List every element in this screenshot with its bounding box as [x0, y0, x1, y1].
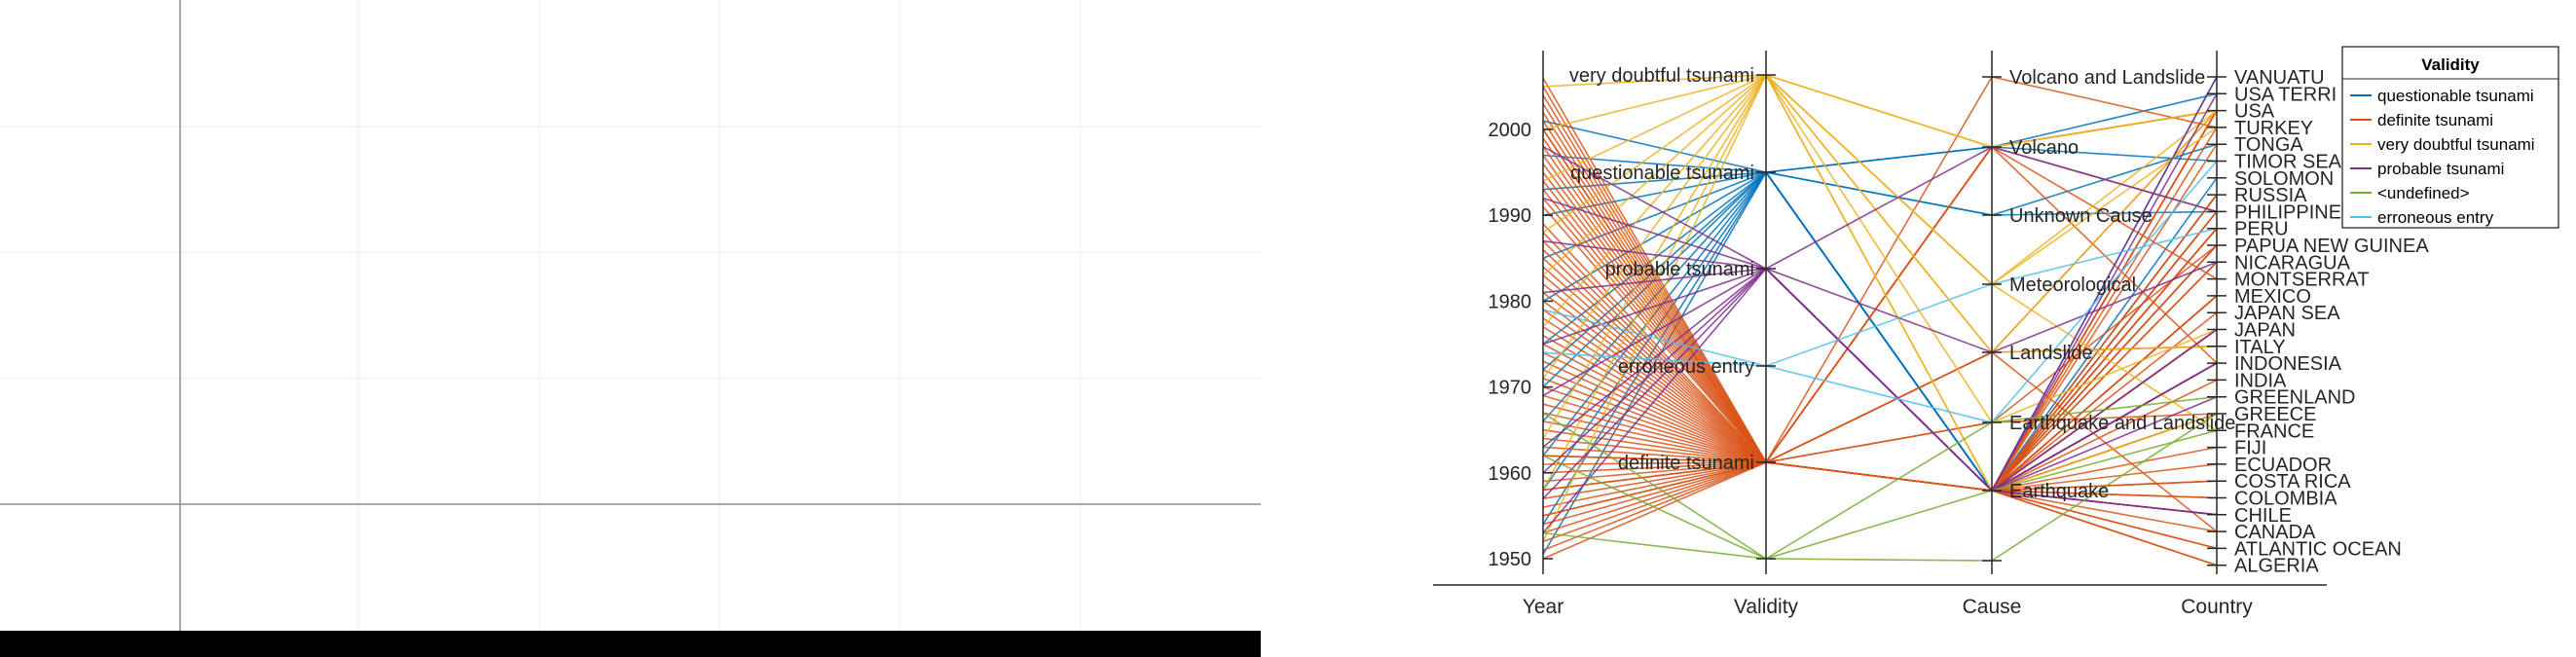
- data-lines: [1542, 73, 2218, 566]
- tick-label: USA TERRI: [2234, 84, 2337, 105]
- axis-title: Country: [2181, 596, 2253, 618]
- data-line: [1542, 74, 2218, 354]
- legend-entry: erroneous entry: [2377, 208, 2494, 227]
- tick-label: CHILE: [2234, 505, 2292, 527]
- axis-title: Validity: [1734, 596, 1799, 618]
- tick-label: 1990: [1489, 205, 1532, 227]
- tick-label: 1970: [1489, 378, 1532, 399]
- tick-label: very doubtful tsunami: [1569, 65, 1754, 87]
- tick-label: MONTSERRAT: [2234, 270, 2370, 291]
- tick-label: Earthquake and Landslide: [2009, 413, 2235, 434]
- legend-entry: probable tsunami: [2377, 160, 2504, 178]
- tick-label: Earthquake: [2009, 481, 2109, 502]
- legend-entry: very doubtful tsunami: [2377, 135, 2535, 154]
- legend-title: Validity: [2421, 55, 2480, 74]
- data-line: [1542, 413, 2218, 562]
- legend-entry: questionable tsunami: [2377, 87, 2534, 105]
- tick-label: ALGERIA: [2234, 556, 2319, 577]
- tick-label: RUSSIA: [2234, 185, 2307, 206]
- tick-label: PERU: [2234, 219, 2289, 240]
- axis-title: Year: [1523, 596, 1564, 618]
- tick-label: 2000: [1489, 120, 1532, 141]
- tick-label: 1950: [1489, 549, 1532, 570]
- tick-label: INDONESIA: [2234, 353, 2342, 375]
- data-line: [1542, 74, 2218, 148]
- tick-label: Volcano and Landslide: [2009, 67, 2205, 89]
- tick-label: ECUADOR: [2234, 455, 2332, 476]
- data-line: [1542, 160, 2218, 423]
- tick-label: 1960: [1489, 463, 1532, 485]
- tick-label: TURKEY: [2234, 118, 2313, 139]
- data-line: [1542, 76, 2218, 464]
- tick-label: USA: [2234, 101, 2275, 123]
- tick-label: COLOMBIA: [2234, 489, 2337, 510]
- tick-label: CANADA: [2234, 522, 2316, 543]
- tick-label: ITALY: [2234, 337, 2286, 358]
- data-line: [1542, 73, 2218, 423]
- legend-entry: definite tsunami: [2377, 111, 2493, 129]
- data-line: [1542, 146, 2218, 397]
- bottom-bar: [0, 631, 1261, 657]
- tick-label: Volcano: [2009, 137, 2079, 159]
- data-line: [1542, 73, 2218, 286]
- chart-axes: Year Validity Cause Country 1950 1960 1970 1980…: [1433, 51, 2429, 618]
- data-line: [1542, 395, 2218, 560]
- tick-label: MEXICO: [2234, 286, 2311, 308]
- tick-label: erroneous entry: [1618, 356, 1754, 378]
- data-line: [1542, 227, 2218, 367]
- tick-label: COSTA RICA: [2234, 471, 2351, 493]
- data-line: [1542, 92, 2218, 173]
- tick-label: SOLOMON: [2234, 168, 2334, 190]
- legend-box: [2341, 46, 2559, 229]
- data-line: [1542, 267, 2218, 516]
- tick-label: definite tsunami: [1618, 453, 1754, 474]
- data-line: [1542, 189, 2218, 492]
- tick-label: TIMOR SEA: [2234, 152, 2342, 173]
- chart-legend: Validity questionable tsunami definite tsu…: [2341, 46, 2559, 229]
- tick-label: FIJI: [2234, 438, 2266, 459]
- tick-label: PHILIPPINE: [2234, 201, 2341, 223]
- tick-label: VANUATU: [2234, 67, 2325, 89]
- tick-label: ATLANTIC OCEAN: [2234, 538, 2402, 560]
- tick-label: JAPAN: [2234, 320, 2296, 342]
- tick-label: NICARAGUA: [2234, 252, 2351, 274]
- tick-label: JAPAN SEA: [2234, 303, 2340, 324]
- background-grid: [0, 0, 1261, 631]
- data-line: [1542, 146, 2218, 463]
- tick-label: FRANCE: [2234, 420, 2314, 442]
- tick-label: Meteorological: [2009, 274, 2136, 296]
- data-line: [1542, 412, 2218, 560]
- tick-label: Landslide: [2009, 343, 2093, 364]
- tick-label: INDIA: [2234, 370, 2287, 391]
- tick-label: probable tsunami: [1605, 259, 1754, 280]
- axis-title: Cause: [1963, 596, 2022, 618]
- tick-label: questionable tsunami: [1570, 163, 1754, 184]
- tick-label: 1980: [1489, 291, 1532, 312]
- tick-label: GREENLAND: [2234, 387, 2355, 409]
- tick-label: PAPUA NEW GUINEA: [2234, 236, 2429, 257]
- data-line: [1542, 194, 2218, 492]
- data-line: [1542, 461, 2218, 517]
- legend-entry: <undefined>: [2377, 184, 2470, 202]
- tick-label: TONGA: [2234, 134, 2303, 156]
- tick-label: Unknown Cause: [2009, 205, 2153, 227]
- data-line: [1542, 261, 2218, 353]
- background-panel: [0, 0, 1261, 657]
- tick-label: GREECE: [2234, 404, 2316, 425]
